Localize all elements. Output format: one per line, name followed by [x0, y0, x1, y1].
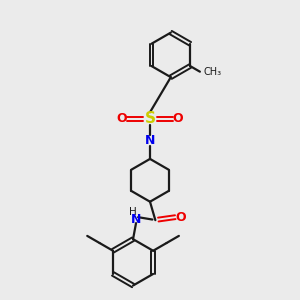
Text: S: S — [145, 111, 155, 126]
Text: CH₃: CH₃ — [203, 67, 222, 77]
Text: O: O — [175, 211, 186, 224]
Text: O: O — [117, 112, 128, 125]
Text: N: N — [131, 213, 141, 226]
Text: H: H — [129, 207, 137, 217]
Text: N: N — [145, 134, 155, 147]
Text: O: O — [172, 112, 183, 125]
